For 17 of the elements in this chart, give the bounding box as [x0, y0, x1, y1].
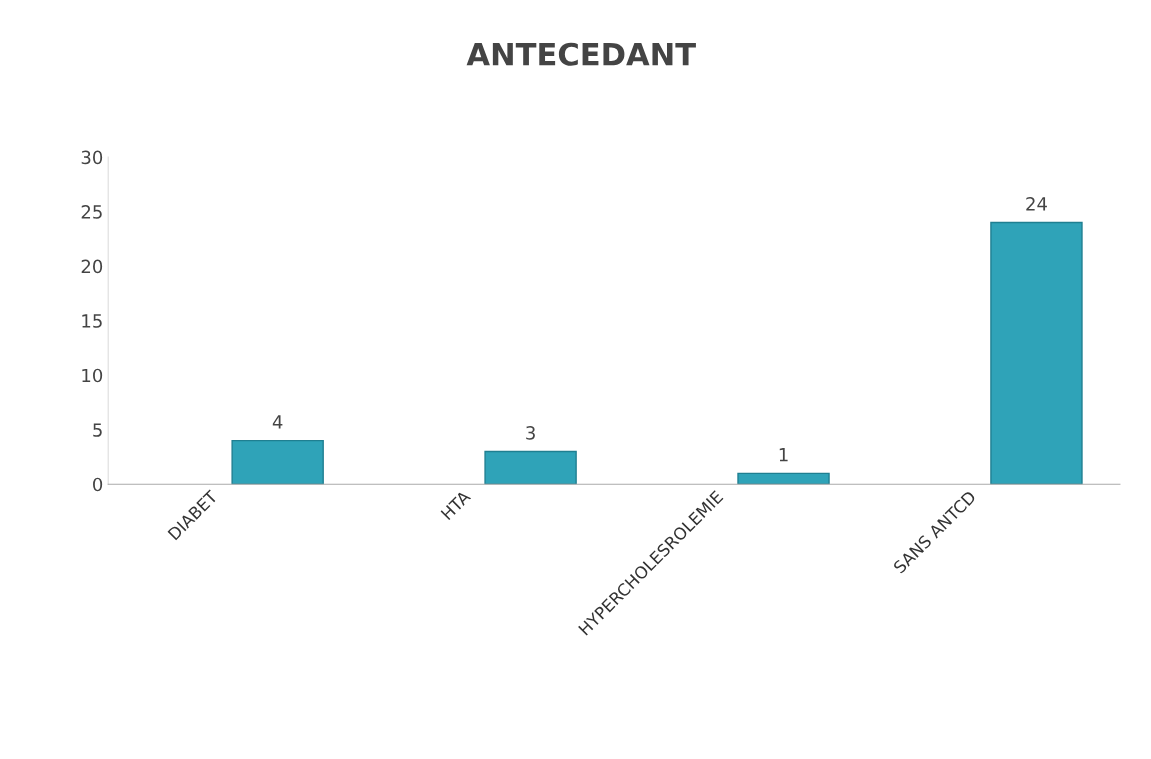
y-tick-label: 20: [81, 259, 103, 274]
bar: [231, 439, 324, 485]
y-tick-label: 5: [93, 423, 102, 437]
y-tick-label: 15: [82, 314, 102, 328]
data-label: 1: [779, 448, 788, 462]
y-tick-label: 30: [81, 150, 103, 165]
data-label: 24: [1026, 197, 1047, 211]
y-tick-label: 25: [81, 205, 102, 219]
chart-title: ANTECEDANT: [466, 42, 696, 66]
data-label: 3: [526, 426, 535, 440]
x-tick-label: HTA: [440, 489, 472, 521]
bar: [484, 450, 577, 485]
y-tick-label: 0: [93, 477, 103, 492]
y-tick-label: 10: [82, 368, 103, 383]
bar: [990, 221, 1083, 485]
bar: [737, 472, 830, 485]
data-label: 4: [272, 415, 283, 429]
